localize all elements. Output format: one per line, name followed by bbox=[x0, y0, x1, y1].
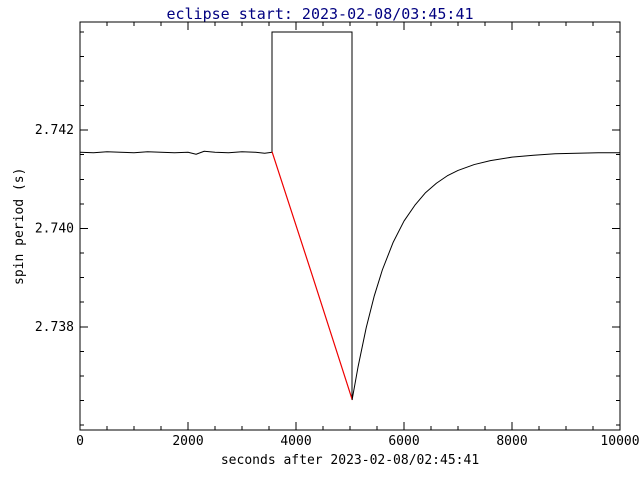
plot-frame bbox=[79, 21, 621, 431]
x-tick-label: 0 bbox=[76, 434, 84, 449]
y-tick-label: 2.740 bbox=[35, 221, 74, 236]
series-eclipse-dip bbox=[271, 151, 353, 401]
x-tick-label: 4000 bbox=[280, 434, 311, 449]
eclipse-interval-marker bbox=[271, 31, 353, 400]
y-tick-label: 2.742 bbox=[35, 123, 74, 138]
chart-title: eclipse start: 2023-02-08/03:45:41 bbox=[166, 5, 474, 23]
x-axis-label: seconds after 2023-02-08/02:45:41 bbox=[220, 453, 480, 468]
y-tick-label: 2.738 bbox=[35, 320, 74, 335]
x-tick-label: 8000 bbox=[496, 434, 527, 449]
x-tick-label: 10000 bbox=[600, 434, 639, 449]
series-pre-eclipse bbox=[79, 150, 273, 155]
x-tick-label: 6000 bbox=[388, 434, 419, 449]
series-recovery bbox=[351, 152, 621, 401]
x-tick-label: 2000 bbox=[172, 434, 203, 449]
